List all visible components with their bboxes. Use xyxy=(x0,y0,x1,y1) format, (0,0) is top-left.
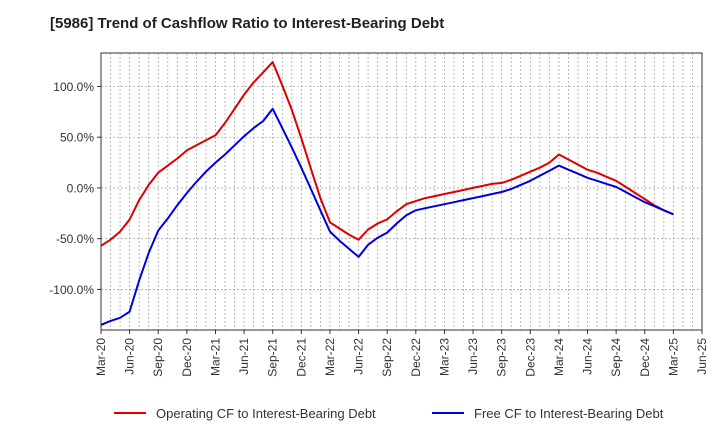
x-tick-label: Mar-21 xyxy=(208,338,222,376)
legend: Operating CF to Interest-Bearing Debt Fre… xyxy=(114,406,664,421)
y-tick-label: -100.0% xyxy=(49,283,94,297)
x-tick-label: Dec-22 xyxy=(409,338,423,377)
series-line-operating-cf xyxy=(100,61,674,247)
legend-label: Free CF to Interest-Bearing Debt xyxy=(474,406,664,421)
x-tick-label: Sep-20 xyxy=(151,338,165,377)
x-tick-label: Jun-24 xyxy=(581,338,595,375)
x-tick-label: Dec-21 xyxy=(294,338,308,377)
x-tick-label: Dec-20 xyxy=(180,338,194,377)
x-tick-label: Sep-23 xyxy=(495,338,509,377)
x-tick-label: Dec-23 xyxy=(523,338,537,377)
series-lines xyxy=(100,61,674,326)
x-tick-label: Jun-25 xyxy=(695,338,709,375)
x-tick-label: Sep-21 xyxy=(266,338,280,377)
x-tick-label: Jun-21 xyxy=(237,338,251,375)
grid-lines xyxy=(100,53,703,330)
x-tick-label: Sep-24 xyxy=(609,338,623,377)
legend-label: Operating CF to Interest-Bearing Debt xyxy=(156,406,376,421)
x-tick-label: Dec-24 xyxy=(638,338,652,377)
x-tick-label: Sep-22 xyxy=(380,338,394,377)
y-tick-label: 50.0% xyxy=(60,131,94,145)
x-tick-label: Mar-24 xyxy=(552,338,566,376)
x-tick-label: Jun-22 xyxy=(352,338,366,375)
x-tick-label: Jun-23 xyxy=(466,338,480,375)
chart-title: [5986] Trend of Cashflow Ratio to Intere… xyxy=(50,15,444,32)
x-tick-label: Jun-20 xyxy=(123,338,137,375)
y-tick-label: 100.0% xyxy=(53,80,94,94)
y-tick-label: -50.0% xyxy=(56,232,94,246)
y-tick-label: 0.0% xyxy=(67,181,95,195)
axes: 100.0% 50.0% 0.0% -50.0% -100.0% Mar-20 Jun-20… xyxy=(49,52,709,377)
x-tick-label: Mar-25 xyxy=(666,338,680,376)
x-tick-label: Mar-23 xyxy=(437,338,451,376)
x-tick-label: Mar-22 xyxy=(323,338,337,376)
series-line-free-cf xyxy=(100,107,674,326)
x-tick-label: Mar-20 xyxy=(94,338,108,376)
plot-frame xyxy=(100,52,703,331)
